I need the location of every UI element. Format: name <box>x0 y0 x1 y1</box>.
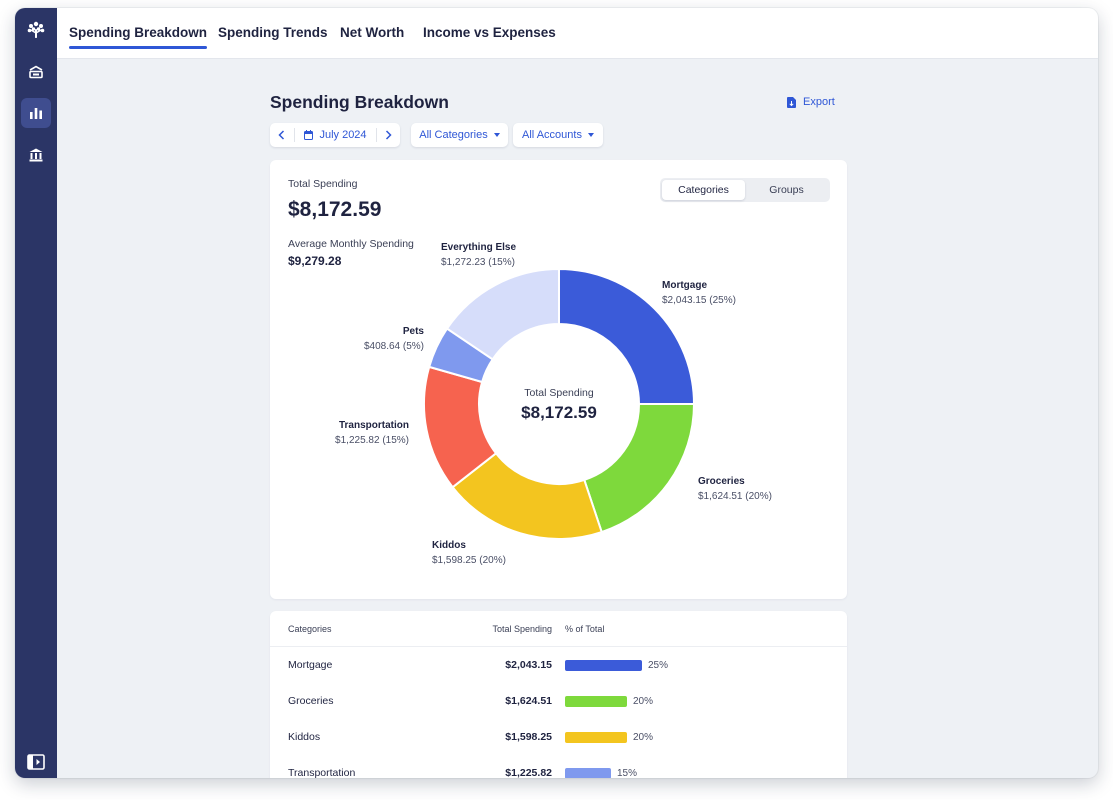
chevron-left-icon <box>278 130 285 140</box>
column-header-categories[interactable]: Categories <box>288 624 332 634</box>
categories-dropdown-label: All Categories <box>419 129 488 141</box>
tab-net-worth[interactable]: Net Worth <box>340 25 405 40</box>
categories-dropdown[interactable]: All Categories <box>411 123 508 147</box>
sidebar <box>15 8 57 778</box>
row-amount: $1,598.25 <box>505 731 552 743</box>
collapse-sidebar-icon[interactable] <box>21 747 51 777</box>
calendar-icon <box>304 130 314 140</box>
export-file-icon <box>787 96 796 108</box>
accounts-dropdown[interactable]: All Accounts <box>513 123 603 147</box>
slice-label-kiddos: Kiddos $1,598.25 (20%) <box>432 540 506 566</box>
row-pct-bar <box>565 660 642 671</box>
row-pct: 20% <box>633 732 654 743</box>
spending-chart-card: Total Spending $8,172.59 Average Monthly… <box>270 160 847 599</box>
total-spending-label: Total Spending <box>288 178 358 190</box>
average-monthly-label: Average Monthly Spending <box>288 238 414 250</box>
row-pct: 25% <box>648 660 669 671</box>
reports-icon[interactable] <box>21 98 51 128</box>
row-amount: $1,624.51 <box>505 695 552 707</box>
row-category: Kiddos <box>288 731 321 743</box>
bank-icon[interactable] <box>21 140 51 170</box>
month-selector[interactable]: July 2024 <box>295 123 376 147</box>
donut-center-label: Total Spending <box>524 387 594 399</box>
row-pct: 20% <box>633 696 654 707</box>
donut-slice-everything-else[interactable] <box>445 267 560 361</box>
row-category: Groceries <box>288 695 334 707</box>
budget-icon[interactable] <box>21 57 51 87</box>
prev-month-button[interactable] <box>270 123 294 147</box>
accounts-dropdown-label: All Accounts <box>522 129 582 141</box>
spending-table-card: Categories Total Spending % of Total Mor… <box>270 611 847 778</box>
column-header-pct-of-total[interactable]: % of Total <box>565 624 605 634</box>
average-monthly-value: $9,279.28 <box>288 254 342 268</box>
row-category: Transportation <box>288 767 356 778</box>
export-label: Export <box>803 96 835 108</box>
slice-label-transportation: Transportation $1,225.82 (15%) <box>335 420 409 446</box>
row-amount: $2,043.15 <box>505 659 552 671</box>
toggle-groups[interactable]: Groups <box>769 184 804 196</box>
slice-label-mortgage: Mortgage $2,043.15 (25%) <box>662 280 736 306</box>
donut-slice-mortgage[interactable] <box>558 267 696 405</box>
toggle-categories[interactable]: Categories <box>662 180 745 200</box>
donut-center-value: $8,172.59 <box>521 403 597 422</box>
export-button[interactable]: Export <box>787 96 835 108</box>
next-month-button[interactable] <box>377 123 400 147</box>
caret-down-icon <box>587 133 594 137</box>
row-amount: $1,225.82 <box>505 767 552 778</box>
slice-label-everything-else: Everything Else $1,272.23 (15%) <box>441 242 517 268</box>
donut-slice-groceries[interactable] <box>583 403 696 534</box>
page-title: Spending Breakdown <box>270 92 449 112</box>
table-header-divider <box>270 646 847 647</box>
date-picker: July 2024 <box>270 123 400 147</box>
column-header-total-spending[interactable]: Total Spending <box>492 624 552 634</box>
chevron-right-icon <box>386 130 392 140</box>
row-pct-bar <box>565 732 627 743</box>
tab-spending-breakdown[interactable]: Spending Breakdown <box>69 25 208 49</box>
caret-down-icon <box>493 133 500 137</box>
row-pct-bar <box>565 768 611 778</box>
row-pct-bar <box>565 696 627 707</box>
divider <box>293 128 295 142</box>
tab-spending-trends[interactable]: Spending Trends <box>218 25 328 40</box>
row-pct: 15% <box>617 768 638 778</box>
slice-label-groceries: Groceries $1,624.51 (20%) <box>698 476 772 502</box>
tree-logo-icon[interactable] <box>21 15 51 45</box>
total-spending-value: $8,172.59 <box>288 198 382 221</box>
row-category: Mortgage <box>288 659 333 671</box>
app-window: Spending Breakdown Spending Trends Net W… <box>15 8 1098 778</box>
selected-month: July 2024 <box>319 129 367 141</box>
donut-chart: Total Spending $8,172.59 <box>423 267 696 540</box>
slice-label-pets: Pets $408.64 (5%) <box>363 326 424 352</box>
view-toggle: Categories Groups <box>660 178 830 202</box>
report-tabs-bar: Spending Breakdown Spending Trends Net W… <box>57 8 1098 59</box>
tab-income-vs-expenses[interactable]: Income vs Expenses <box>423 25 556 40</box>
divider <box>376 128 378 142</box>
